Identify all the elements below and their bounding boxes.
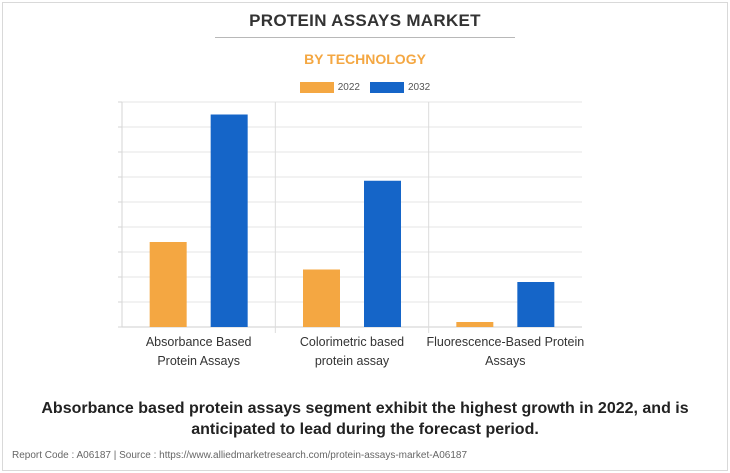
legend-label-2032: 2032 (408, 81, 431, 93)
legend-label-2022: 2022 (337, 81, 360, 93)
bar-2032-1 (210, 114, 248, 327)
legend-item-2032[interactable]: 2032 (370, 81, 431, 93)
category-label-2-line-1: Colorimetric based (300, 335, 404, 349)
category-label-3-line-2: Assays (485, 354, 525, 368)
chart-subtitle: BY TECHNOLOGY (304, 51, 426, 67)
bar-2022-3 (456, 322, 494, 327)
bar-2022-1 (149, 242, 187, 327)
bar-2032-3 (517, 282, 555, 327)
legend-swatch-2032 (370, 81, 404, 93)
chart-caption: Absorbance based protein assays segment … (41, 400, 689, 438)
chart-legend: 2022 2032 (0, 79, 730, 95)
category-label-2-line-2: protein assay (315, 354, 390, 368)
report-footer: Report Code : A06187 | Source : https://… (12, 450, 468, 461)
chart-title: PROTEIN ASSAYS MARKET (249, 11, 481, 30)
bar-2032-2 (364, 180, 401, 327)
bar-2022-2 (303, 269, 340, 327)
category-label-1-line-1: Absorbance Based (146, 335, 252, 349)
legend-swatch-2022 (299, 81, 334, 93)
category-label-1-line-2: Protein Assays (157, 354, 240, 368)
title-divider (215, 37, 515, 38)
category-label-3-line-1: Fluorescence-Based Protein (426, 335, 584, 349)
legend-item-2022[interactable]: 2022 (299, 81, 360, 93)
